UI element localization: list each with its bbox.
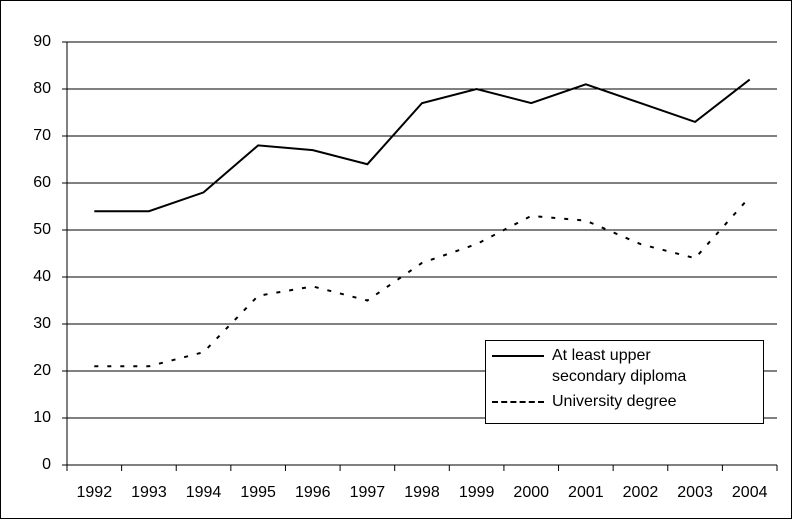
x-tick-label: 2001: [568, 484, 604, 501]
legend-label: At least upper secondary diploma: [552, 347, 687, 385]
x-tick-label: 2003: [677, 484, 713, 501]
x-tick-label: 1999: [459, 484, 495, 501]
legend-swatch: [492, 355, 544, 357]
legend-label: University degree: [552, 393, 677, 410]
x-tick-label: 2004: [732, 484, 768, 501]
legend-swatch: [492, 401, 544, 403]
series-line: [94, 78, 751, 213]
x-tick-label: 1993: [131, 484, 167, 501]
y-tick-label: 10: [33, 409, 51, 426]
legend: At least upper secondary diploma Universi…: [485, 340, 764, 424]
y-tick-label: 70: [33, 127, 51, 144]
y-tick-label: 40: [33, 268, 51, 285]
x-tick-label: 1995: [240, 484, 276, 501]
y-tick-label: 0: [42, 456, 51, 473]
y-tick-label: 80: [33, 80, 51, 97]
y-tick-label: 50: [33, 221, 51, 238]
x-tick-label: 2002: [623, 484, 659, 501]
y-tick-label: 90: [33, 33, 51, 50]
x-tick-label: 1994: [186, 484, 222, 501]
x-tick-label: 1996: [295, 484, 331, 501]
x-tick-label: 2000: [513, 484, 549, 501]
y-tick-label: 30: [33, 315, 51, 332]
y-tick-label: 60: [33, 174, 51, 191]
x-tick-label: 1992: [77, 484, 113, 501]
y-tick-label: 20: [33, 362, 51, 379]
series-line: [94, 196, 751, 368]
x-tick-label: 1998: [404, 484, 440, 501]
x-tick-label: 1997: [350, 484, 386, 501]
